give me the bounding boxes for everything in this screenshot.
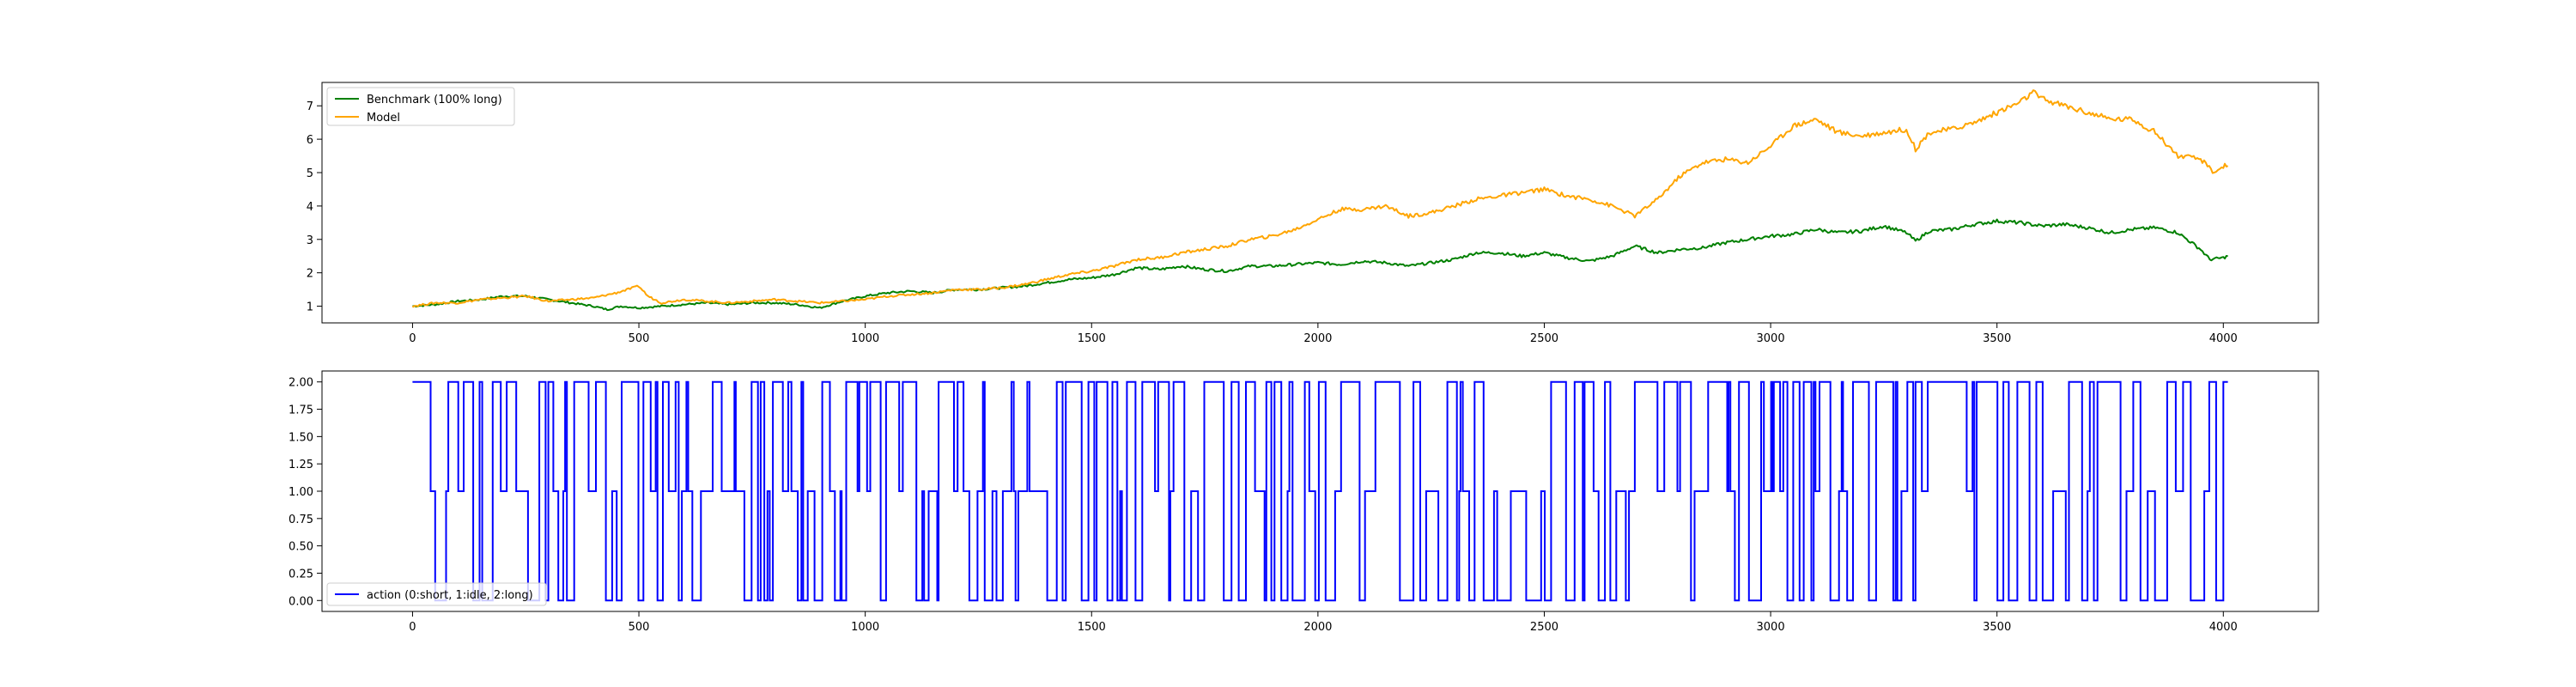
top-axis-ticks: 0 500 1000 1500 2000 2500 3000 3500 4000 1 2 3 4 5 6 7: [307, 100, 2238, 345]
bottom-xtick-label: 500: [629, 621, 650, 634]
equity-curve-panel: 0 500 1000 1500 2000 2500 3000 3500 40001234567 …: [307, 82, 2319, 345]
bottom-ytick-label: 1.25: [289, 459, 313, 471]
legend-label-action: action (0:short, 1:idle, 2:long): [367, 589, 533, 602]
bottom-ytick-label: 0.75: [289, 514, 313, 526]
bottom-xtick-label: 3500: [1983, 621, 2011, 634]
equity-series-group: [411, 89, 2229, 312]
bottom-ytick-label: 0.25: [289, 568, 313, 581]
top-xtick-label: 1500: [1078, 332, 1106, 345]
bottom-xtick-label: 4000: [2209, 621, 2238, 634]
bottom-ytick-label: 0.00: [289, 595, 313, 608]
action-panel: 0 500 1000 1500 2000 2500 3000 3500 4000 0.00 0.25…: [289, 370, 2319, 634]
top-xtick-label: 0: [409, 332, 416, 345]
top-ytick-label: 6: [307, 134, 313, 147]
series-line-model: [411, 89, 2229, 308]
bottom-xtick-label: 1000: [851, 621, 879, 634]
bottom-legend: action (0:short, 1:idle, 2:long): [326, 582, 547, 606]
series-line-benchmark: [412, 218, 2228, 312]
bottom-legend-box: [326, 582, 547, 606]
top-legend: Benchmark (100% long) Model: [326, 87, 515, 126]
bottom-ytick-label: 0.50: [289, 541, 313, 554]
action-series-group: [412, 380, 2228, 602]
top-ytick-label: 1: [307, 301, 313, 314]
top-ytick-label: 3: [307, 234, 313, 247]
top-axes-frame: [321, 82, 2319, 324]
bottom-ytick-label: 2.00: [289, 377, 313, 390]
bottom-xtick-label: 3000: [1757, 621, 1785, 634]
top-xtick-label: 2500: [1530, 332, 1558, 345]
top-xtick-label: 3500: [1983, 332, 2011, 345]
top-legend-box: [326, 87, 515, 126]
legend-label-benchmark: Benchmark (100% long): [367, 94, 502, 106]
bottom-ytick-label: 1.00: [289, 486, 313, 499]
bottom-ytick-label: 1.75: [289, 404, 313, 417]
top-xtick-label: 4000: [2209, 332, 2238, 345]
top-xtick-label: 3000: [1757, 332, 1785, 345]
top-ytick-label: 4: [307, 201, 313, 214]
bottom-xtick-label: 1500: [1078, 621, 1106, 634]
bottom-axis-ticks: 0 500 1000 1500 2000 2500 3000 3500 4000 0.00 0.25…: [289, 377, 2238, 634]
top-ytick-label: 2: [307, 268, 313, 281]
bottom-ytick-label: 1.50: [289, 431, 313, 444]
series-line-action: [412, 380, 2228, 602]
bottom-xtick-label: 2500: [1530, 621, 1558, 634]
top-ytick-label: 7: [307, 100, 313, 113]
top-xtick-label: 1000: [851, 332, 879, 345]
top-xtick-label: 2000: [1303, 332, 1332, 345]
top-ytick-label: 5: [307, 167, 313, 180]
top-xtick-label: 500: [629, 332, 650, 345]
bottom-xtick-label: 2000: [1303, 621, 1332, 634]
bottom-xtick-label: 0: [409, 621, 416, 634]
legend-label-model: Model: [367, 112, 400, 125]
